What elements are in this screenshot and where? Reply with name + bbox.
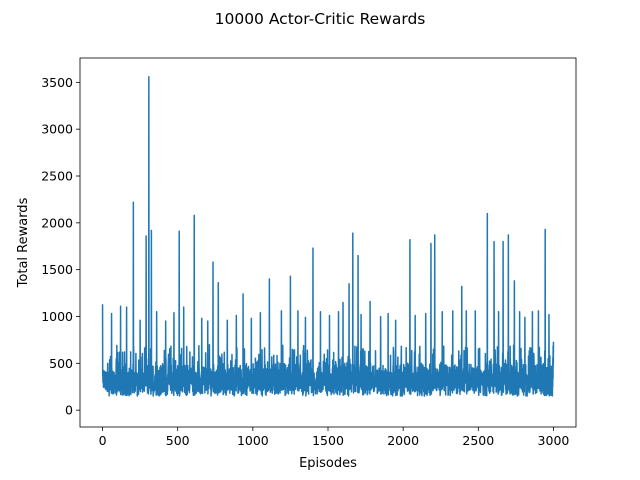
y-tick-label: 1000 <box>41 309 73 324</box>
y-tick-label: 0 <box>65 403 73 418</box>
y-tick-label: 2000 <box>41 215 73 230</box>
y-tick-label: 3000 <box>41 122 73 137</box>
y-tick-label: 1500 <box>41 262 73 277</box>
x-axis: 0 500 1000 1500 2000 2500 3000 <box>99 427 570 448</box>
x-tick-label: 2500 <box>462 433 494 448</box>
x-tick-label: 1500 <box>312 433 344 448</box>
chart-title: 10000 Actor-Critic Rewards <box>215 10 426 28</box>
x-tick-label: 1000 <box>237 433 269 448</box>
y-axis-label: Total Rewards <box>16 197 31 288</box>
y-tick-label: 500 <box>49 356 73 371</box>
x-tick-label: 3000 <box>538 433 570 448</box>
series-group <box>101 75 555 397</box>
x-tick-label: 500 <box>166 433 190 448</box>
x-tick-label: 0 <box>99 433 107 448</box>
y-tick-label: 3500 <box>41 75 73 90</box>
x-tick-label: 2000 <box>387 433 419 448</box>
y-axis: 0 500 1000 1500 2000 2500 3000 3500 <box>41 75 80 418</box>
plot-area <box>79 57 577 428</box>
y-tick-label: 2500 <box>41 169 73 184</box>
x-axis-label: Episodes <box>299 456 357 471</box>
series-line-rewards <box>101 75 555 397</box>
